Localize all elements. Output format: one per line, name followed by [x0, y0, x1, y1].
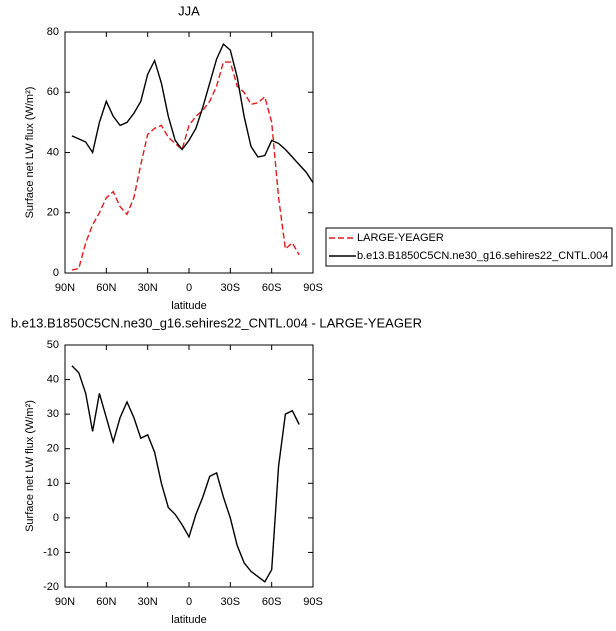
x-tick-label: 30S	[221, 282, 241, 294]
y-tick-label: -20	[43, 581, 59, 593]
x-tick-label: 30N	[138, 596, 158, 608]
x-tick-label: 0	[186, 282, 192, 294]
y-tick-label: 40	[47, 146, 59, 158]
y-tick-label: 30	[47, 408, 59, 420]
x-axis-label: latitude	[171, 614, 206, 626]
x-tick-label: 90N	[55, 282, 75, 294]
x-tick-label: 60N	[96, 596, 116, 608]
y-tick-label: 0	[53, 267, 59, 279]
x-tick-label: 90S	[303, 282, 323, 294]
x-tick-label: 60S	[262, 596, 282, 608]
x-tick-label: 60S	[262, 282, 282, 294]
data-line	[71, 365, 300, 583]
y-tick-label: -10	[43, 546, 59, 558]
x-tick-label: 90N	[55, 596, 75, 608]
y-tick-label: 50	[47, 339, 59, 351]
x-tick-label: 0	[186, 596, 192, 608]
y-axis-label: Surface net LW flux (W/m²)	[24, 400, 36, 532]
legend-box	[325, 227, 613, 267]
legend-label: b.e13.B1850C5CN.ne30_g16.sehires22_CNTL.…	[357, 250, 608, 262]
y-tick-label: 10	[47, 477, 59, 489]
data-line	[71, 61, 300, 271]
legend-label: LARGE-YEAGER	[357, 232, 444, 244]
y-tick-label: 60	[47, 86, 59, 98]
y-tick-label: 40	[47, 373, 59, 385]
x-tick-label: 90S	[303, 596, 323, 608]
chart-title: b.e13.B1850C5CN.ne30_g16.sehires22_CNTL.…	[11, 315, 422, 330]
chart-title: JJA	[178, 3, 200, 18]
y-tick-label: 0	[53, 512, 59, 524]
x-axis-label: latitude	[171, 300, 206, 312]
y-axis-label: Surface net LW flux (W/m²)	[24, 87, 36, 219]
plot-frame	[64, 31, 314, 274]
x-tick-label: 30S	[221, 596, 241, 608]
x-tick-label: 30N	[138, 282, 158, 294]
y-tick-label: 80	[47, 26, 59, 38]
y-tick-label: 20	[47, 443, 59, 455]
x-tick-label: 60N	[96, 282, 116, 294]
plot-frame	[64, 344, 314, 588]
data-line	[71, 42, 314, 183]
y-tick-label: 20	[47, 207, 59, 219]
